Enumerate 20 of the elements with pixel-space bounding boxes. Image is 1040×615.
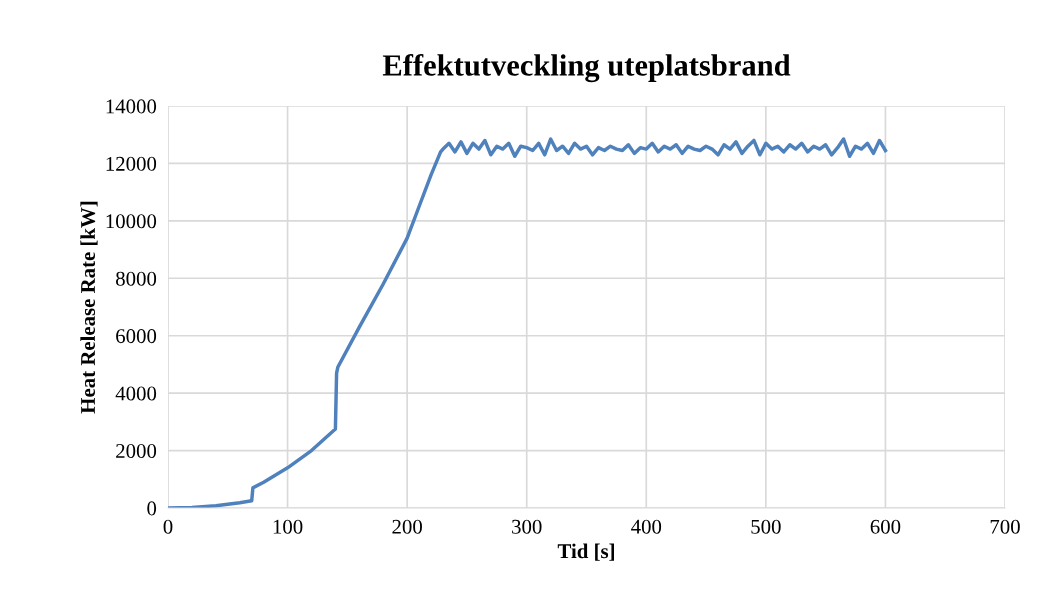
x-axis-title: Tid [s] [557, 543, 614, 561]
y-tick-label: 12000 [106, 156, 157, 171]
x-tick-label: 600 [870, 519, 901, 534]
y-tick-label: 4000 [115, 386, 157, 401]
x-tick-label: 400 [631, 519, 662, 534]
y-tick-label: 6000 [116, 329, 157, 344]
y-axis-title: Heat Release Rate [kW] [80, 201, 98, 414]
y-tick-label: 10000 [106, 214, 157, 229]
x-tick-label: 700 [990, 519, 1020, 534]
x-tick-label: 0 [163, 519, 173, 534]
line-series [168, 137, 888, 508]
x-tick-label: 500 [751, 519, 781, 534]
x-tick-label: 300 [512, 519, 542, 534]
x-tick-label: 100 [273, 519, 303, 534]
y-tick-label: 14000 [106, 99, 157, 114]
chart-title: Effektutveckling uteplatsbrand [382, 53, 791, 83]
y-tick-label: 8000 [116, 271, 157, 286]
y-tick-label: 0 [147, 501, 157, 516]
y-tick-label: 2000 [116, 443, 157, 458]
x-tick-label: 200 [392, 519, 422, 534]
